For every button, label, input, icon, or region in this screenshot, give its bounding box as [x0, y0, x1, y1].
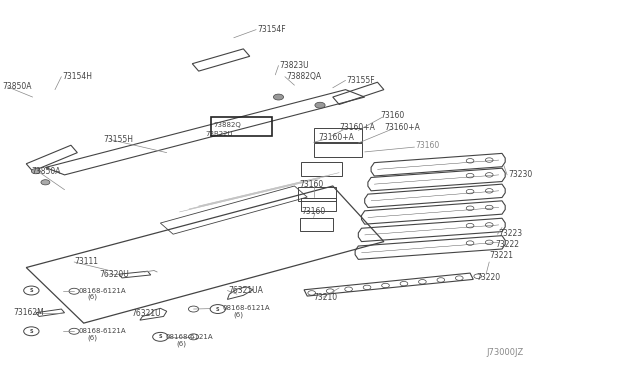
Text: 73154H: 73154H: [63, 72, 93, 81]
Bar: [300, 218, 333, 231]
Text: (6): (6): [176, 340, 186, 347]
Circle shape: [31, 169, 40, 174]
Text: 73160: 73160: [300, 180, 324, 189]
Bar: [211, 118, 272, 136]
Circle shape: [41, 180, 50, 185]
Text: 73882Q: 73882Q: [213, 122, 241, 128]
Circle shape: [273, 94, 284, 100]
Text: 73160+A: 73160+A: [319, 133, 355, 142]
Text: (6): (6): [87, 335, 97, 341]
Text: 73222: 73222: [495, 240, 520, 249]
Bar: [298, 187, 336, 201]
Bar: [314, 143, 362, 157]
Text: 73230: 73230: [508, 170, 532, 179]
Circle shape: [210, 305, 225, 314]
Text: 76321U: 76321U: [132, 310, 161, 318]
Text: 73850A: 73850A: [3, 82, 32, 91]
Text: 73155F: 73155F: [347, 76, 376, 85]
Text: 08168-6121A: 08168-6121A: [222, 305, 270, 311]
Text: 73160: 73160: [381, 111, 405, 120]
Text: 73160: 73160: [416, 141, 440, 151]
Text: 73210: 73210: [314, 294, 338, 302]
Text: J73000JZ: J73000JZ: [486, 348, 524, 357]
Text: 73223: 73223: [499, 229, 523, 238]
Text: S: S: [29, 288, 33, 293]
Text: 76320U: 76320U: [100, 270, 129, 279]
Text: S: S: [216, 307, 220, 311]
Circle shape: [24, 286, 39, 295]
Bar: [301, 198, 336, 211]
Text: 08168-6121A: 08168-6121A: [166, 334, 213, 340]
Bar: [301, 161, 342, 176]
Text: S: S: [29, 329, 33, 334]
Text: 08168-6121A: 08168-6121A: [79, 328, 126, 334]
Text: 73162M: 73162M: [13, 308, 44, 317]
Circle shape: [24, 327, 39, 336]
Text: 73220: 73220: [476, 273, 500, 282]
Text: (6): (6): [87, 294, 97, 301]
Bar: [314, 128, 362, 142]
Circle shape: [153, 333, 168, 341]
Text: 73B22U: 73B22U: [205, 131, 233, 137]
Text: 73823U: 73823U: [280, 61, 309, 70]
Text: 73221: 73221: [489, 251, 513, 260]
Text: 73882QA: 73882QA: [286, 72, 321, 81]
Text: 73160+A: 73160+A: [339, 123, 375, 132]
Text: 73154F: 73154F: [257, 25, 286, 34]
Text: (6): (6): [234, 312, 244, 318]
Text: 08168-6121A: 08168-6121A: [79, 288, 126, 294]
Text: 76321UA: 76321UA: [228, 286, 264, 295]
Text: 73160+A: 73160+A: [384, 123, 420, 132]
Text: 73111: 73111: [74, 257, 98, 266]
Text: 73850A: 73850A: [31, 167, 61, 176]
Text: S: S: [159, 334, 162, 339]
Text: 73155H: 73155H: [103, 135, 133, 144]
Text: 73160: 73160: [301, 208, 325, 217]
Circle shape: [315, 102, 325, 108]
